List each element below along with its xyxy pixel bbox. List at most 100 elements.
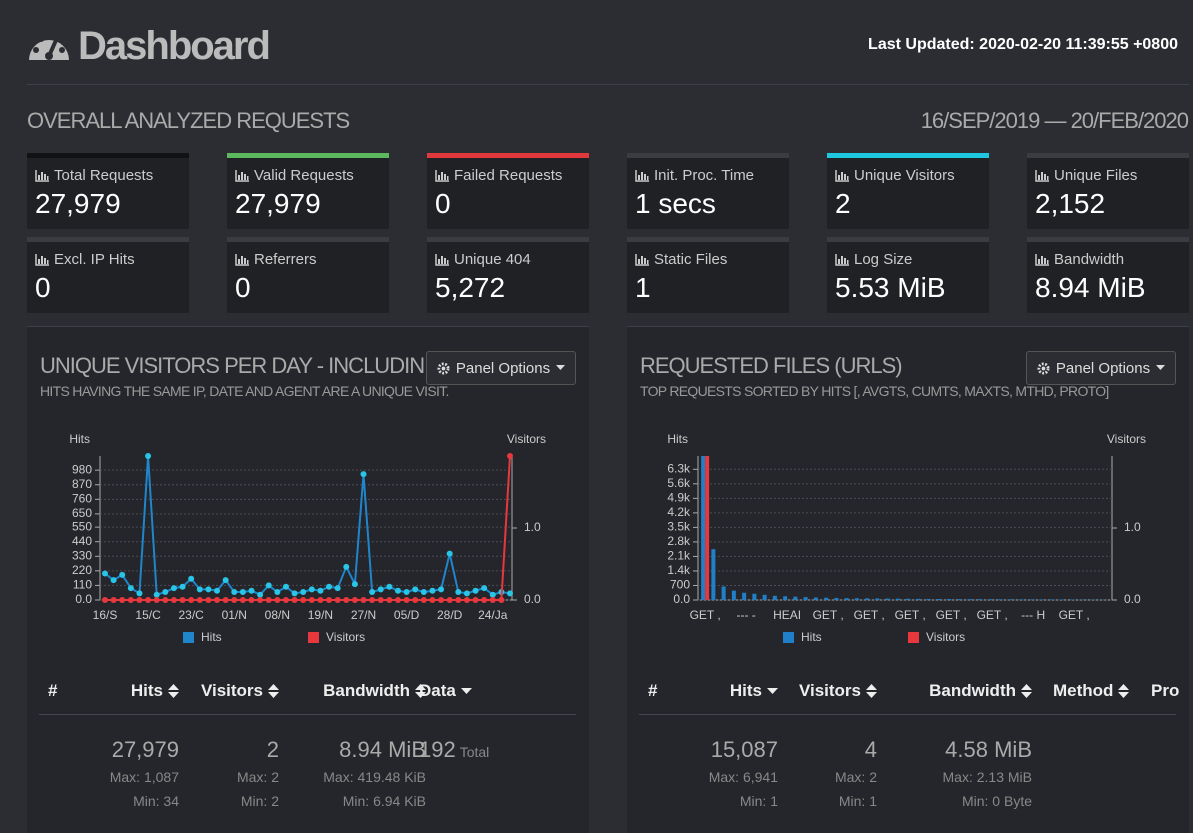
y-tick-label: 110: [73, 578, 92, 592]
x-tick-label: 23/C: [178, 608, 204, 622]
x-tick-label: --- -: [736, 608, 755, 622]
data-point: [102, 571, 108, 577]
bar: [793, 597, 797, 600]
data-point: [507, 590, 513, 596]
legend-label: Visitors: [926, 630, 965, 644]
bar: [1029, 599, 1033, 600]
data-point: [447, 551, 453, 557]
data-point: [205, 597, 211, 603]
data-point: [128, 597, 134, 603]
y-tick-label: 980: [72, 462, 92, 476]
data-point: [412, 597, 418, 603]
data-point: [490, 592, 496, 598]
data-point: [266, 597, 272, 603]
data-point: [326, 597, 332, 603]
data-point: [481, 597, 487, 603]
bar: [814, 598, 818, 600]
data-point: [231, 589, 237, 595]
bar: [711, 549, 715, 600]
data-point: [188, 597, 194, 603]
data-point: [171, 585, 177, 591]
data-point: [102, 597, 108, 603]
data-point: [257, 597, 263, 603]
data-point: [455, 589, 461, 595]
x-tick-label: 16/S: [93, 608, 118, 622]
bar: [732, 591, 736, 600]
data-point: [369, 589, 375, 595]
data-point: [335, 585, 341, 591]
data-point: [223, 597, 229, 603]
bar: [937, 599, 941, 600]
data-point: [145, 453, 151, 459]
data-point: [447, 597, 453, 603]
bar: [865, 598, 869, 600]
data-point: [455, 597, 461, 603]
x-tick-label: GET ,: [1059, 608, 1090, 622]
data-point: [171, 597, 177, 603]
data-point: [223, 577, 229, 583]
legend-label: Hits: [801, 630, 822, 644]
data-point: [429, 597, 435, 603]
legend-label: Visitors: [326, 630, 365, 644]
bar: [968, 599, 972, 600]
bar: [722, 587, 726, 600]
x-tick-label: GET ,: [936, 608, 967, 622]
data-point: [395, 597, 401, 603]
bar: [1039, 599, 1043, 600]
data-point: [162, 597, 168, 603]
data-point: [292, 590, 298, 596]
data-point: [473, 588, 479, 594]
bar: [824, 598, 828, 600]
y-tick-label: 3.5k: [667, 520, 691, 534]
data-point: [507, 453, 513, 459]
data-point: [464, 590, 470, 596]
bar: [988, 599, 992, 600]
bar: [916, 599, 920, 600]
data-point: [240, 589, 246, 595]
data-point: [119, 572, 125, 578]
bar: [742, 593, 746, 600]
data-point: [136, 597, 142, 603]
bar: [845, 598, 849, 600]
data-point: [231, 597, 237, 603]
x-tick-label: HEAI: [773, 608, 801, 622]
y-tick-label: 650: [72, 506, 92, 520]
y-tick-label: 0.0: [75, 592, 92, 606]
data-point: [412, 586, 418, 592]
data-point: [361, 471, 367, 477]
data-point: [162, 589, 168, 595]
bar: [804, 597, 808, 600]
legend-label: Hits: [201, 630, 222, 644]
bar: [773, 596, 777, 600]
bar: [998, 599, 1002, 600]
y2-tick-label: 1.0: [524, 520, 541, 534]
data-point: [154, 592, 160, 598]
data-point: [188, 576, 194, 582]
y-tick-label: 6.3k: [667, 461, 691, 475]
data-point: [481, 585, 487, 591]
data-point: [240, 597, 246, 603]
y2-axis-label: Visitors: [507, 432, 546, 446]
data-point: [111, 577, 117, 583]
y-tick-label: 4.9k: [667, 491, 691, 505]
data-point: [361, 597, 367, 603]
data-point: [352, 581, 358, 587]
data-point: [386, 597, 392, 603]
bar: [875, 598, 879, 600]
y-axis-label: Hits: [667, 432, 688, 446]
x-tick-label: 19/N: [308, 608, 333, 622]
data-point: [248, 588, 254, 594]
data-point: [352, 597, 358, 603]
bar: [701, 456, 705, 600]
data-point: [498, 597, 504, 603]
data-point: [473, 597, 479, 603]
y-tick-label: 0.0: [673, 592, 690, 606]
y-tick-label: 5.6k: [667, 476, 691, 490]
legend-swatch: [783, 632, 794, 643]
y2-tick-label: 1.0: [1124, 520, 1141, 534]
data-point: [438, 597, 444, 603]
bar: [1050, 599, 1054, 600]
data-point: [421, 597, 427, 603]
